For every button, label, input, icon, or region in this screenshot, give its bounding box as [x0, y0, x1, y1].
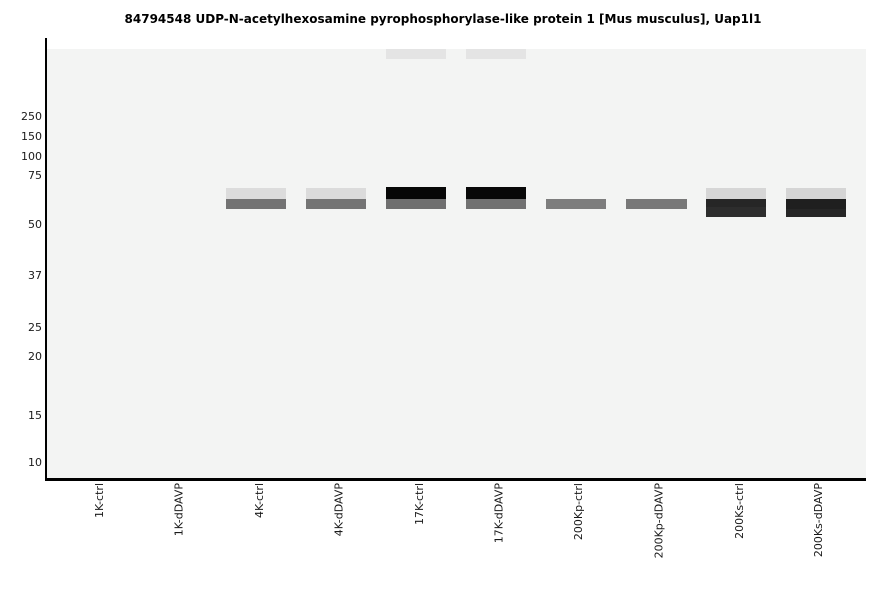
- x-tick-label: 200Kp-dDAVP: [652, 483, 666, 559]
- x-axis-spine: [45, 478, 866, 481]
- gel-band: [466, 199, 526, 209]
- x-tick-label: 17K-ctrl: [412, 483, 426, 525]
- y-tick-label: 75: [28, 169, 42, 182]
- gel-band: [706, 207, 766, 217]
- gel-band: [226, 199, 286, 209]
- gel-band: [386, 187, 446, 199]
- y-tick-label: 150: [21, 130, 42, 143]
- gel-band: [706, 188, 766, 199]
- x-tick-label: 4K-ctrl: [252, 483, 266, 518]
- y-axis-spine: [45, 38, 47, 481]
- gel-band: [626, 199, 687, 209]
- y-tick-label: 15: [28, 409, 42, 422]
- gel-band: [786, 188, 846, 199]
- gel-band: [786, 209, 846, 217]
- x-tick-label: 200Ks-dDAVP: [812, 483, 826, 558]
- gel-band: [306, 199, 366, 209]
- y-tick-label: 250: [21, 110, 42, 123]
- y-tick-label: 37: [28, 269, 42, 282]
- y-tick-label: 20: [28, 350, 42, 363]
- gel-band: [306, 188, 366, 199]
- gel-band: [466, 187, 526, 199]
- x-tick-label: 1K-ctrl: [92, 483, 106, 518]
- y-tick-label: 50: [28, 218, 42, 231]
- gel-band: [386, 199, 446, 209]
- gel-band: [706, 199, 766, 207]
- gel-band: [546, 199, 606, 209]
- x-tick-label: 200Ks-ctrl: [732, 483, 746, 539]
- plot-background: [47, 49, 866, 478]
- y-tick-label: 100: [21, 150, 42, 163]
- y-tick-label: 10: [28, 456, 42, 469]
- gel-band: [226, 188, 286, 199]
- x-tick-label: 200Kp-ctrl: [572, 483, 586, 541]
- y-tick-label: 25: [28, 321, 42, 334]
- gel-band: [466, 49, 526, 59]
- gel-band: [386, 49, 446, 59]
- x-tick-label: 1K-dDAVP: [172, 483, 186, 537]
- figure-title: 84794548 UDP-N-acetylhexosamine pyrophos…: [124, 12, 762, 26]
- gel-band: [786, 199, 846, 209]
- x-tick-label: 17K-dDAVP: [492, 483, 506, 544]
- x-tick-label: 4K-dDAVP: [332, 483, 346, 537]
